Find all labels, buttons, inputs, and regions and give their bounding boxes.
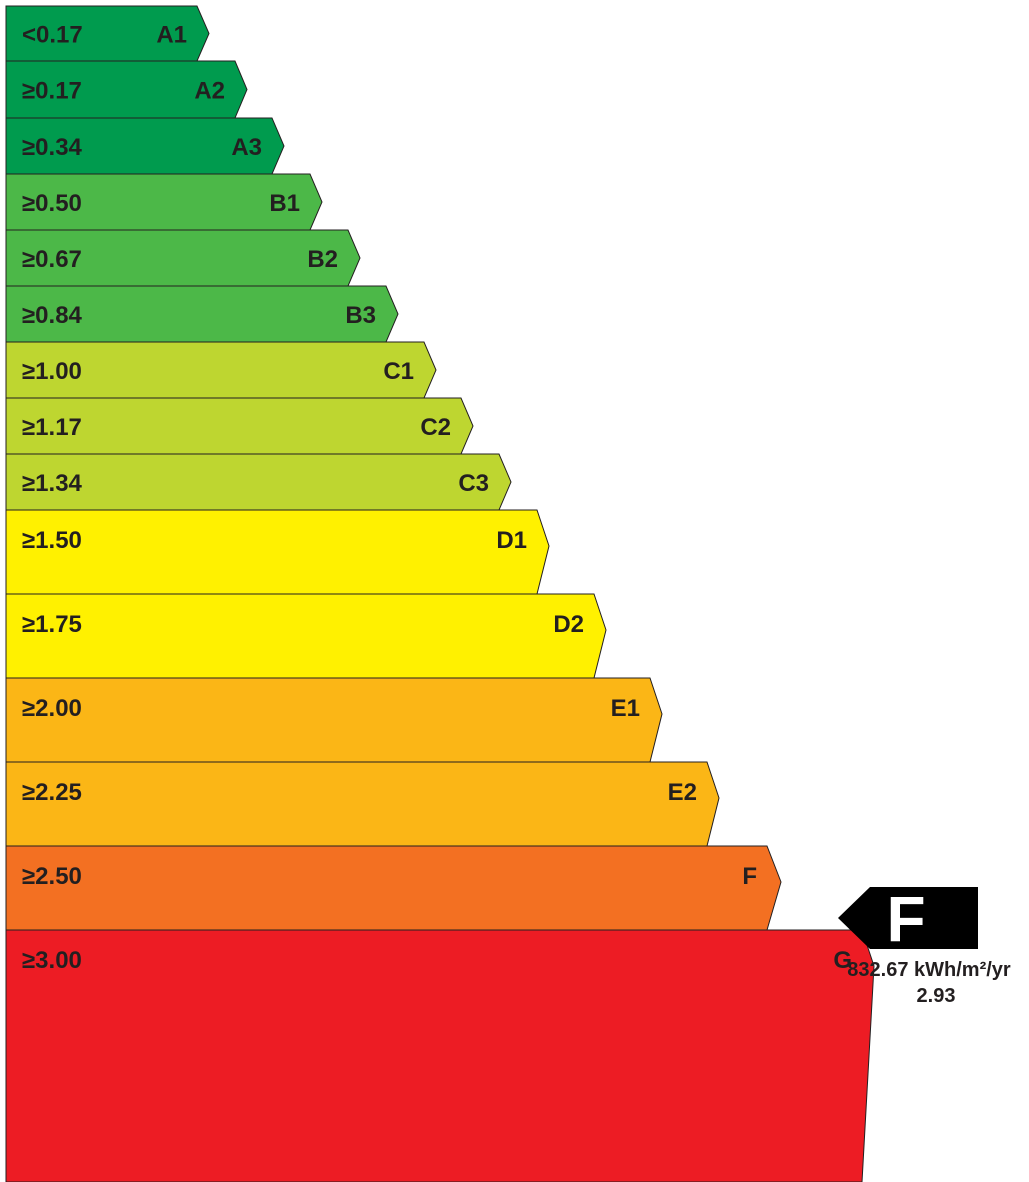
indicator-grade-letter: F <box>886 883 925 955</box>
band-bar <box>5 60 248 119</box>
band-bar <box>5 677 663 763</box>
band-threshold-label: ≥0.50 <box>22 190 82 217</box>
band-grade-label: A1 <box>156 22 187 49</box>
band-grade-label: D2 <box>553 611 584 638</box>
band-threshold-label: ≥2.25 <box>22 779 82 806</box>
band-grade-label: D1 <box>496 527 527 554</box>
band-grade-label: C1 <box>383 358 414 385</box>
band-threshold-label: ≥1.00 <box>22 358 82 385</box>
band-bar <box>5 341 437 399</box>
band-threshold-label: ≥1.34 <box>22 470 83 497</box>
band-bar <box>5 929 875 1182</box>
band-grade-label: B2 <box>307 246 338 273</box>
band-bar <box>5 845 782 931</box>
band-grade-label: C2 <box>420 414 451 441</box>
rating-band-d2: ≥1.75 D2 <box>5 593 607 679</box>
band-threshold-label: ≥0.17 <box>22 78 82 105</box>
band-threshold-label: ≥0.34 <box>22 134 83 161</box>
band-bar <box>5 761 720 847</box>
rating-band-e1: ≥2.00 E1 <box>5 677 663 763</box>
rating-bands: <0.17 A1 ≥0.17 A2 ≥0.34 A3 ≥0.50 B1 ≥0.67 B2 ≥0.84… <box>5 5 875 1182</box>
band-grade-label: B3 <box>345 302 376 329</box>
indicator-ratio-value: 2.93 <box>917 985 956 1007</box>
band-threshold-label: ≥1.50 <box>22 527 82 554</box>
band-threshold-label: ≥2.00 <box>22 695 82 722</box>
band-bar <box>5 509 550 595</box>
rating-band-d1: ≥1.50 D1 <box>5 509 550 595</box>
rating-band-c1: ≥1.00 C1 <box>5 341 437 399</box>
rating-band-f: ≥2.50 F <box>5 845 782 931</box>
band-threshold-label: ≥1.75 <box>22 611 82 638</box>
band-bar <box>5 173 323 231</box>
indicator-arrow <box>838 887 978 949</box>
rating-band-b1: ≥0.50 B1 <box>5 173 323 231</box>
band-grade-label: A3 <box>231 134 262 161</box>
band-bar <box>5 117 285 175</box>
rating-band-g: ≥3.00 G <box>5 929 875 1182</box>
indicator-energy-value: 832.67 kWh/m²/yr <box>847 959 1011 981</box>
band-grade-label: F <box>742 863 757 890</box>
band-bar <box>5 397 474 455</box>
band-bar <box>5 453 512 511</box>
rating-band-a3: ≥0.34 A3 <box>5 117 285 175</box>
band-threshold-label: ≥2.50 <box>22 863 82 890</box>
band-bar <box>5 5 210 62</box>
band-grade-label: A2 <box>194 78 225 105</box>
band-threshold-label: <0.17 <box>22 22 83 49</box>
band-grade-label: E1 <box>611 695 640 722</box>
band-grade-label: C3 <box>458 470 489 497</box>
band-threshold-label: ≥0.84 <box>22 302 83 329</box>
rating-band-c3: ≥1.34 C3 <box>5 453 512 511</box>
current-rating-indicator: F 832.67 kWh/m²/yr 2.93 <box>838 883 1011 1007</box>
band-bar <box>5 285 399 343</box>
band-threshold-label: ≥1.17 <box>22 414 82 441</box>
rating-band-b3: ≥0.84 B3 <box>5 285 399 343</box>
band-threshold-label: ≥0.67 <box>22 246 82 273</box>
rating-band-b2: ≥0.67 B2 <box>5 229 361 287</box>
rating-band-e2: ≥2.25 E2 <box>5 761 720 847</box>
band-bar <box>5 229 361 287</box>
band-threshold-label: ≥3.00 <box>22 947 82 974</box>
rating-band-a2: ≥0.17 A2 <box>5 60 248 119</box>
band-grade-label: B1 <box>269 190 300 217</box>
rating-band-c2: ≥1.17 C2 <box>5 397 474 455</box>
band-grade-label: E2 <box>668 779 697 806</box>
band-grade-label: G <box>833 947 852 974</box>
rating-band-a1: <0.17 A1 <box>5 5 210 62</box>
band-bar <box>5 593 607 679</box>
